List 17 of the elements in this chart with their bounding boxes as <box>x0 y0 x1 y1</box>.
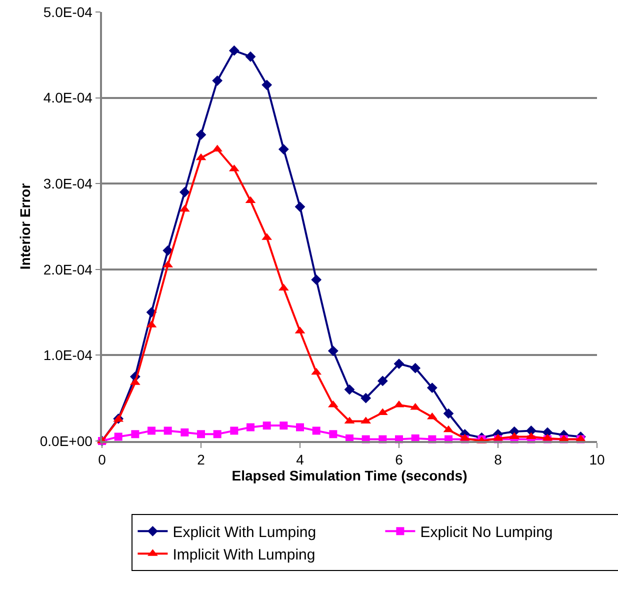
x-tick-label: 10 <box>589 452 605 468</box>
y-tick-label: 3.0E-04 <box>43 176 93 192</box>
y-tick-label: 5.0E-04 <box>43 4 93 20</box>
x-tick-label: 6 <box>395 452 404 468</box>
y-tick-label: 4.0E-04 <box>43 90 93 106</box>
y-tick-label: 0.0E+00 <box>40 432 93 449</box>
x-tick-label: 4 <box>296 452 304 468</box>
x-tick-label: 2 <box>197 452 206 468</box>
legend-label: Implicit With Lumping <box>172 546 316 564</box>
legend-label: Explicit No Lumping <box>420 524 553 542</box>
y-tick-label: 1.0E-04 <box>43 347 93 364</box>
x-tick-label: 0 <box>98 452 106 468</box>
y-tick-label: 2.0E-04 <box>43 261 93 278</box>
legend-label: Explicit With Lumping <box>172 524 316 542</box>
x-axis-title: Elapsed Simulation Time (seconds) <box>232 468 468 484</box>
y-axis-title: Interior Error <box>16 182 33 270</box>
x-tick-label: 8 <box>494 452 502 468</box>
